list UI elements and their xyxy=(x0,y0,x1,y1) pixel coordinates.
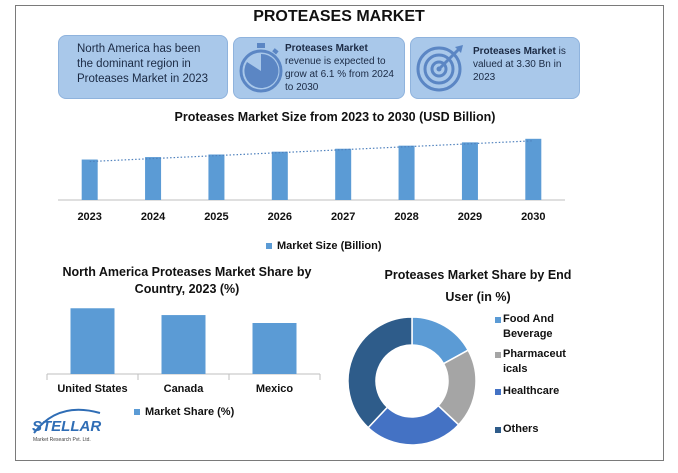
market-size-bar xyxy=(81,159,98,200)
x-tick-label: 2024 xyxy=(141,211,166,223)
x-tick-label: 2023 xyxy=(77,211,101,223)
legend-item: Healthcare xyxy=(495,384,575,399)
target-icon xyxy=(416,45,463,92)
legend-swatch xyxy=(495,427,501,433)
country-share-legend-label: Market Share (%) xyxy=(145,406,235,418)
country-share-bar xyxy=(161,315,206,374)
country-share-bar xyxy=(252,323,297,374)
info-box-growth-text: revenue is expected to grow at 6.1 % fro… xyxy=(285,56,394,93)
country-share-legend: Market Share (%) xyxy=(134,406,234,418)
x-tick-label: Canada xyxy=(164,383,205,395)
page-title: PROTEASES MARKET xyxy=(253,8,425,25)
logo-subtext: Market Research Pvt. Ltd. xyxy=(33,437,91,443)
info-box-growth: Proteases Market revenue is expected to … xyxy=(233,37,405,99)
legend-label: Healthcare xyxy=(503,385,560,397)
x-tick-label: 2030 xyxy=(521,211,545,223)
info-box-value: Proteases Market is valued at 3.30 Bn in… xyxy=(410,37,580,99)
market-size-bar xyxy=(335,148,352,200)
market-size-legend-label: Market Size (Billion) xyxy=(277,240,382,252)
legend-label: icals xyxy=(503,363,528,375)
legend-swatch xyxy=(495,317,501,323)
market-size-bar xyxy=(525,138,542,200)
market-size-bar xyxy=(145,157,162,200)
x-tick-label: 2026 xyxy=(268,211,292,223)
x-tick-label: Mexico xyxy=(256,383,294,395)
legend-swatch xyxy=(495,352,501,358)
stopwatch-icon xyxy=(239,43,283,93)
market-size-bar xyxy=(398,145,415,200)
legend-label: Beverage xyxy=(503,328,553,340)
donut-slice xyxy=(347,316,413,429)
country-share-bar xyxy=(70,308,115,374)
stellar-logo: STELLAR Market Research Pvt. Ltd. xyxy=(28,405,108,445)
x-tick-label: 2027 xyxy=(331,211,355,223)
legend-label: Food And xyxy=(503,313,554,325)
x-tick-label: United States xyxy=(57,383,127,395)
market-size-chart-title: Proteases Market Size from 2023 to 2030 … xyxy=(174,110,496,124)
legend-label: Pharmaceut xyxy=(503,348,566,360)
legend-swatch xyxy=(495,389,501,395)
infographic-frame xyxy=(15,5,664,461)
market-size-bar xyxy=(271,151,288,200)
x-tick-label: 2025 xyxy=(204,211,228,223)
country-share-chart: United States Canada Mexico xyxy=(46,308,321,395)
legend-label: Others xyxy=(503,423,539,435)
info-box-region: North America has been the dominant regi… xyxy=(58,35,228,99)
market-size-legend: Market Size (Billion) xyxy=(266,240,382,252)
stellar-logo-mark: STELLAR Market Research Pvt. Ltd. xyxy=(32,408,101,443)
legend-item: Food And Beverage xyxy=(495,312,575,342)
info-box-region-text: North America has been the dominant regi… xyxy=(77,43,209,85)
x-tick-label: 2028 xyxy=(394,211,418,223)
market-size-bar xyxy=(208,154,225,200)
info-box-growth-bold: Proteases Market xyxy=(285,43,368,54)
legend-swatch xyxy=(134,409,140,415)
legend-swatch xyxy=(266,243,272,249)
legend-item: Others xyxy=(495,422,575,437)
market-size-bar xyxy=(461,142,478,200)
x-tick-label: 2029 xyxy=(458,211,482,223)
info-box-value-text: is valued at 3.30 Bn in 2023 xyxy=(473,46,566,83)
trendline xyxy=(89,140,534,163)
info-box-value-bold: Proteases Market xyxy=(473,46,556,57)
market-size-chart: 2023 2024 2025 2026 2027 2028 2029 2030 xyxy=(58,138,565,223)
end-user-chart-title: Proteases Market Share by End User (in %… xyxy=(384,268,572,304)
legend-item: Pharmaceut icals xyxy=(495,347,575,377)
logo-text: STELLAR xyxy=(32,418,101,435)
country-share-chart-title: North America Proteases Market Share by … xyxy=(62,265,312,296)
